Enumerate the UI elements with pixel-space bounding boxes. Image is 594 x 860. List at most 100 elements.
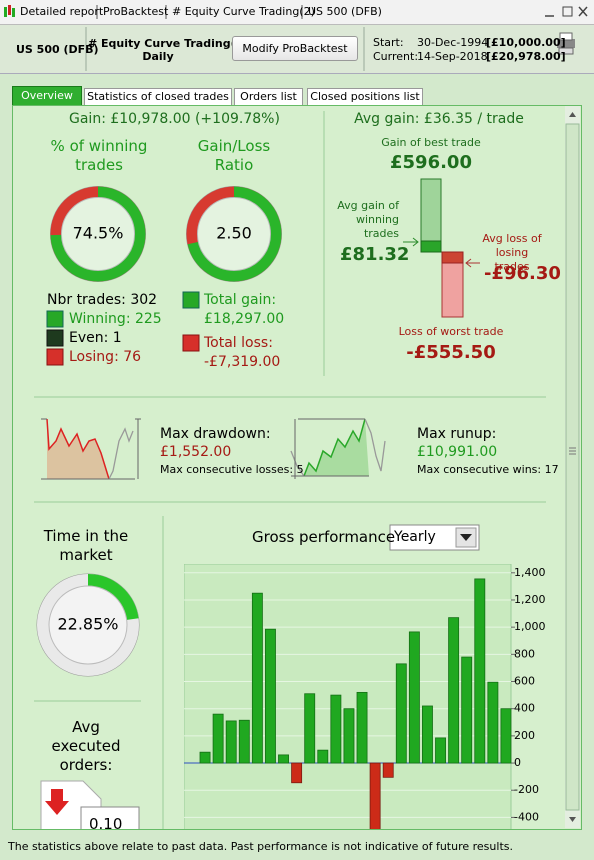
bar: [199, 751, 211, 764]
avg-loss: -£96.30: [484, 263, 561, 284]
winning-count: Winning: 225: [69, 311, 162, 327]
title-item: Detailed report: [20, 5, 104, 18]
y-tick-label: 1,000: [514, 620, 546, 633]
avg-win: £81.32: [340, 244, 410, 265]
bar: [382, 762, 394, 778]
bar: [500, 708, 512, 764]
bar: [487, 681, 499, 764]
timeframe: Daily: [142, 50, 174, 63]
bar: [461, 656, 473, 764]
donut-arc: [50, 186, 146, 282]
disclaimer: The statistics above relate to past data…: [8, 840, 513, 853]
bar: [304, 693, 316, 764]
overview-graphics: 74.5% 2.50 22.85%: [34, 111, 546, 829]
title-item: US 500 (DFB): [308, 5, 382, 18]
y-tick-label: 200: [514, 729, 535, 742]
losing-count: Losing: 76: [69, 349, 142, 365]
current-capital: [£20,978.00]: [486, 50, 566, 63]
current-label: Current:: [373, 50, 419, 63]
runup-label: Max runup:: [417, 426, 497, 442]
avg-win-label: Avg gain of winning trades: [337, 199, 399, 240]
winning-title: % of winning trades: [50, 137, 148, 174]
total-loss: -£7,319.00: [204, 354, 281, 370]
scrollbar[interactable]: [565, 106, 580, 828]
donut-center: [197, 197, 271, 271]
donut-center: [48, 585, 128, 665]
start-capital: [£10,000.00]: [486, 36, 566, 49]
bar: [435, 737, 446, 764]
system-name: # Equity Curve Trading(2): [88, 37, 249, 50]
title-bar: [0, 0, 594, 25]
bar: [448, 617, 460, 764]
drawdown-label: Max drawdown:: [160, 426, 271, 442]
bar: [356, 691, 368, 764]
y-tick-label: 600: [514, 675, 535, 688]
tab[interactable]: Closed positions list: [307, 88, 423, 106]
bar: [212, 713, 224, 764]
total-gain-label: Total gain:: [204, 292, 277, 308]
orders-title: Avg executed orders:: [51, 718, 121, 774]
avg-loss-label: Avg loss of losing trades: [482, 232, 542, 273]
title-bar-icons: [4, 5, 588, 19]
orders-value: 0.10: [89, 815, 123, 830]
gross-performance-chart: 1,400 1,200 1,000 800 600 400 200 0 -200 -400: [184, 564, 546, 829]
bar: [474, 578, 486, 764]
bar: [343, 708, 355, 764]
total-gain: £18,297.00: [204, 311, 285, 327]
bar: [238, 719, 250, 764]
donut-label: 74.5%: [73, 224, 124, 243]
worst-trade: -£555.50: [406, 342, 496, 363]
bar: [408, 631, 420, 764]
start-label: Start:: [373, 36, 404, 49]
time-title: Time in the market: [43, 527, 129, 564]
best-trade-label: Gain of best trade: [381, 136, 481, 149]
bar: [225, 720, 237, 764]
consecutive-losses: Max consecutive losses: 5: [160, 463, 304, 476]
bar: [251, 592, 263, 764]
drawdown: £1,552.00: [160, 444, 232, 460]
bar: [265, 628, 276, 764]
perf-title: Gross performance: [252, 528, 396, 546]
donut-arc: [186, 186, 282, 282]
best-trade: £596.00: [390, 152, 472, 173]
even-count: Even: 1: [69, 330, 122, 346]
current-date: 14-Sep-2018: [417, 50, 488, 63]
overview-panel: 74.5% 2.50 22.85% Gain: £10,978.00 (+109.7…: [12, 105, 582, 830]
start-date: 30-Dec-1994: [417, 36, 489, 49]
y-tick-label: -200: [514, 783, 539, 796]
gain-summary: Gain: £10,978.00 (+109.78%): [69, 111, 280, 127]
total-loss-label: Total loss:: [204, 335, 273, 351]
title-item: ProBacktest: [103, 5, 169, 18]
modify-button[interactable]: Modify ProBacktest: [232, 36, 358, 61]
donut-center: [61, 197, 135, 271]
bar: [369, 762, 381, 829]
bar: [330, 694, 342, 764]
runup: £10,991.00: [417, 444, 498, 460]
tab[interactable]: Statistics of closed trades: [84, 88, 232, 106]
ratio-title: Gain/Loss Ratio: [197, 137, 271, 174]
donut-arc: [37, 574, 139, 676]
header-graphics: [85, 27, 575, 71]
worst-trade-label: Loss of worst trade: [398, 325, 504, 338]
donut-label: 2.50: [216, 224, 252, 243]
bar: [422, 705, 433, 764]
avg-gain: Avg gain: £36.35 / trade: [354, 111, 524, 127]
tab-active[interactable]: Overview: [12, 86, 82, 106]
bar: [395, 663, 407, 764]
bar: [317, 749, 329, 764]
instrument: US 500 (DFB): [16, 43, 99, 56]
y-tick-label: -400: [514, 810, 539, 823]
perf-period[interactable]: Yearly: [394, 529, 436, 545]
donut-label: 22.85%: [57, 615, 118, 634]
consecutive-wins: Max consecutive wins: 17: [417, 463, 559, 476]
y-tick-label: 0: [514, 756, 521, 769]
tab[interactable]: Orders list: [234, 88, 303, 106]
y-tick-label: 1,200: [514, 593, 546, 606]
y-tick-label: 800: [514, 647, 535, 660]
y-tick-label: 400: [514, 702, 535, 715]
bar: [278, 754, 289, 764]
bar: [291, 762, 303, 784]
nbr-trades: Nbr trades: 302: [47, 292, 158, 308]
title-item: # Equity Curve Trading(2): [172, 5, 315, 18]
